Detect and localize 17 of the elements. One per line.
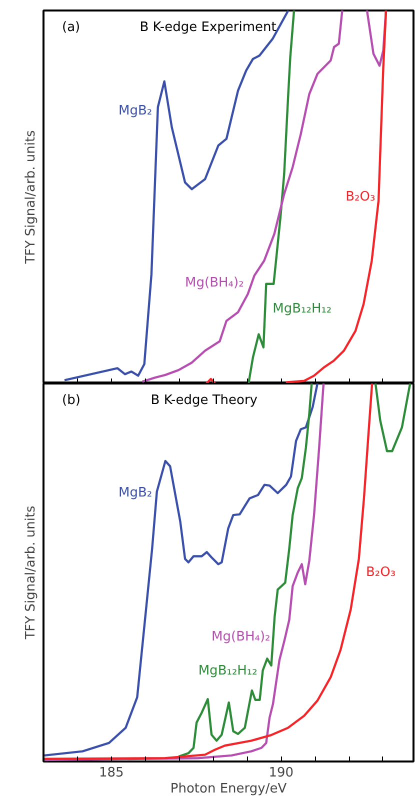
- series-label: MgB₁₂H₁₂: [272, 301, 332, 316]
- series-label: Mg(BH₄)₂: [185, 275, 244, 290]
- y-axis-title: TFY Signal/arb. units: [24, 505, 38, 640]
- x-tick-label: 190: [268, 766, 294, 780]
- series-label: MgB₂: [118, 486, 152, 501]
- annotation: (b): [62, 393, 80, 408]
- text: B K-edge Experiment: [140, 20, 276, 35]
- series-label: B₂O₃: [366, 565, 396, 580]
- series-label: MgB₂: [118, 104, 152, 119]
- text: B K-edge Theory: [150, 393, 258, 408]
- x-tick-label: 185: [98, 766, 124, 780]
- series-label: B₂O₃: [346, 190, 376, 204]
- annotation: (a): [62, 20, 80, 35]
- series-label: MgB₁₂H₁₂: [198, 663, 258, 678]
- y-axis-title: TFY Signal/arb. units: [24, 130, 38, 265]
- x-axis-title: Photon Energy/eV: [170, 782, 287, 796]
- series-label: Mg(BH₄)₂: [212, 629, 270, 644]
